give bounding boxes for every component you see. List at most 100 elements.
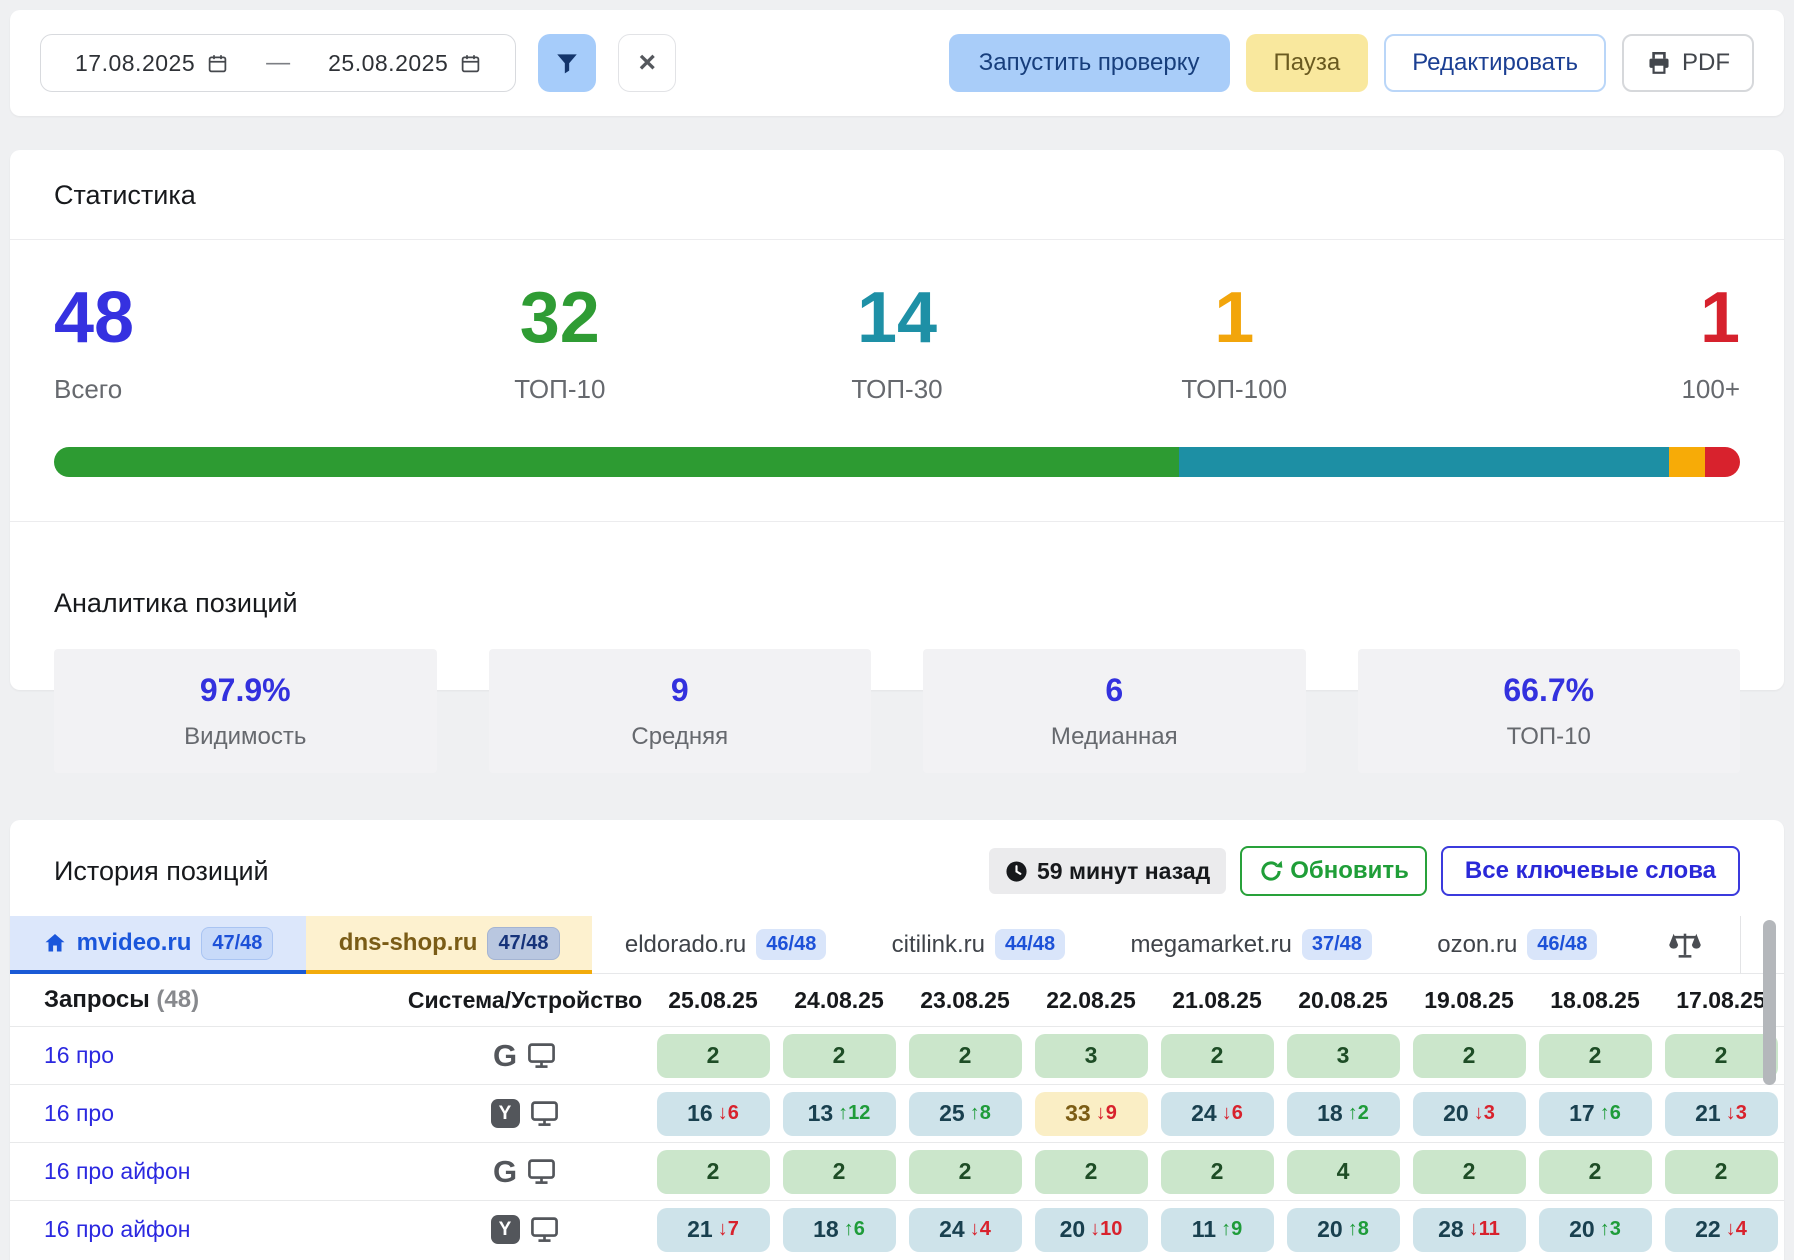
pdf-button-label: PDF (1682, 49, 1730, 77)
position-pill: 3 (1035, 1034, 1148, 1078)
date-header: 22.08.25 (1028, 987, 1154, 1014)
tab-citilink.ru[interactable]: citilink.ru44/48 (859, 916, 1098, 974)
progress-segment (1669, 447, 1704, 477)
position-pill: 2 (783, 1034, 896, 1078)
edit-button[interactable]: Редактировать (1384, 34, 1606, 92)
position-value: 2 (959, 1042, 972, 1069)
stat-label: ТОП-100 (1066, 374, 1403, 405)
stat-label: 100+ (1403, 374, 1740, 405)
delta-up: ↑8 (970, 1102, 991, 1125)
position-cell: 24↓6 (1154, 1092, 1280, 1136)
all-keywords-button[interactable]: Все ключевые слова (1441, 846, 1740, 896)
calendar-icon[interactable] (207, 53, 228, 74)
query-link[interactable]: 16 про (44, 1100, 114, 1126)
delta-down: ↓6 (1222, 1102, 1243, 1125)
position-value: 2 (959, 1158, 972, 1185)
date-header: 21.08.25 (1154, 987, 1280, 1014)
position-cell: 2 (650, 1150, 776, 1194)
position-value: 20 (1317, 1216, 1343, 1243)
position-cell: 20↓3 (1406, 1092, 1532, 1136)
clear-filter-button[interactable]: × (618, 34, 676, 92)
query-link[interactable]: 16 про айфон (44, 1158, 190, 1184)
date-header: 23.08.25 (902, 987, 1028, 1014)
scrollbar-thumb[interactable] (1763, 920, 1776, 1085)
tab-badge: 46/48 (1527, 929, 1597, 960)
analytics-label: Медианная (1051, 723, 1178, 751)
position-value: 16 (687, 1100, 713, 1127)
tab-eldorado.ru[interactable]: eldorado.ru46/48 (592, 916, 859, 974)
position-pill: 28↓11 (1413, 1208, 1526, 1252)
date-header: 19.08.25 (1406, 987, 1532, 1014)
tab-dns-shop.ru[interactable]: dns-shop.ru47/48 (306, 916, 592, 974)
tab-megamarket.ru[interactable]: megamarket.ru37/48 (1098, 916, 1405, 974)
stat-item: 14ТОП-30 (728, 282, 1065, 405)
position-pill: 2 (657, 1034, 770, 1078)
history-header: История позиций 59 минут назад Обновить … (10, 846, 1784, 896)
date-from-value[interactable]: 17.08.2025 (75, 50, 195, 77)
position-pill: 17↑6 (1539, 1092, 1652, 1136)
date-to-value[interactable]: 25.08.2025 (328, 50, 448, 77)
position-value: 2 (707, 1158, 720, 1185)
table-header: Запросы (48) Система/Устройство 25.08.25… (10, 974, 1784, 1026)
position-value: 2 (1715, 1158, 1728, 1185)
position-cell: 2 (776, 1034, 902, 1078)
date-range-input[interactable]: 17.08.2025 — 25.08.2025 (40, 34, 516, 92)
stat-label: ТОП-10 (391, 374, 728, 405)
position-pill: 25↑8 (909, 1092, 1022, 1136)
analytics-card: 9Средняя (489, 649, 872, 773)
date-header: 24.08.25 (776, 987, 902, 1014)
position-pill: 21↓7 (657, 1208, 770, 1252)
position-value: 13 (808, 1100, 834, 1127)
position-value: 2 (1463, 1158, 1476, 1185)
position-pill: 24↓4 (909, 1208, 1022, 1252)
position-value: 11 (1192, 1216, 1216, 1243)
position-pill: 2 (1413, 1150, 1526, 1194)
filter-button[interactable] (538, 34, 596, 92)
monitor-icon (526, 1041, 557, 1070)
pdf-button[interactable]: PDF (1622, 34, 1754, 92)
position-cell: 2 (1406, 1150, 1532, 1194)
query-link[interactable]: 16 про (44, 1042, 114, 1068)
position-pill: 2 (1161, 1034, 1274, 1078)
position-value: 24 (939, 1216, 965, 1243)
delta-up: ↑6 (1600, 1102, 1621, 1125)
position-pill: 20↓10 (1035, 1208, 1148, 1252)
clock-icon (1005, 860, 1028, 883)
compare-button[interactable] (1630, 916, 1740, 974)
competitor-tabs: mvideo.ru47/48dns-shop.ru47/48eldorado.r… (10, 916, 1784, 974)
query-link[interactable]: 16 про айфон (44, 1216, 190, 1242)
position-pill: 2 (1539, 1150, 1652, 1194)
position-cell: 20↓10 (1028, 1208, 1154, 1252)
table-row: 16 про айфонG222224222 (10, 1142, 1784, 1200)
position-cell: 16↓6 (650, 1092, 776, 1136)
position-value: 2 (1589, 1042, 1602, 1069)
position-cell: 21↓7 (650, 1208, 776, 1252)
delta-down: ↓11 (1469, 1218, 1500, 1241)
position-value: 25 (939, 1100, 965, 1127)
position-cell: 2 (1658, 1150, 1784, 1194)
delta-up: ↑2 (1348, 1102, 1369, 1125)
position-pill: 2 (1665, 1034, 1778, 1078)
position-value: 2 (833, 1042, 846, 1069)
system-device-cell: Y (400, 1099, 650, 1128)
position-pill: 4 (1287, 1150, 1400, 1194)
tab-mvideo.ru[interactable]: mvideo.ru47/48 (10, 916, 306, 974)
position-cell: 18↑2 (1280, 1092, 1406, 1136)
position-cell: 2 (1406, 1034, 1532, 1078)
tab-label: dns-shop.ru (339, 929, 478, 957)
tab-label: ozon.ru (1437, 931, 1517, 959)
analytics-value: 6 (1105, 672, 1123, 709)
stat-value: 48 (54, 282, 391, 354)
run-check-button[interactable]: Запустить проверку (949, 34, 1230, 92)
tab-badge: 47/48 (201, 927, 273, 960)
stat-label: ТОП-30 (728, 374, 1065, 405)
tab-ozon.ru[interactable]: ozon.ru 46/48 (1405, 916, 1630, 974)
analytics-card: 6 Медианная (923, 649, 1306, 773)
position-pill: 16↓6 (657, 1092, 770, 1136)
position-value: 2 (1085, 1158, 1098, 1185)
pause-button[interactable]: Пауза (1246, 34, 1369, 92)
calendar-icon[interactable] (460, 53, 481, 74)
position-pill: 21↓3 (1665, 1092, 1778, 1136)
position-value: 20 (1060, 1216, 1086, 1243)
refresh-button[interactable]: Обновить (1240, 846, 1427, 896)
